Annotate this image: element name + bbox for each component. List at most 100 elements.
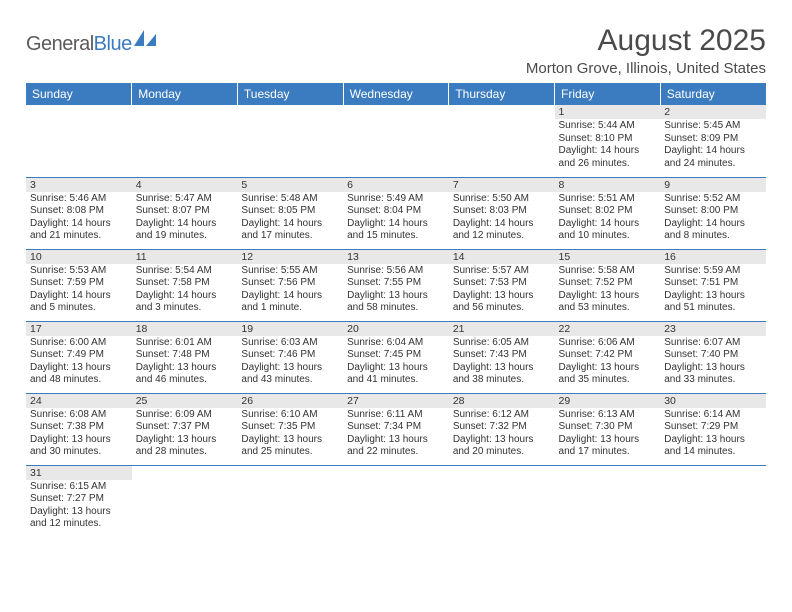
logo-text-blue: Blue <box>94 33 132 56</box>
calendar-cell: 11Sunrise: 5:54 AMSunset: 7:58 PMDayligh… <box>132 249 238 321</box>
day-number: 11 <box>132 250 238 264</box>
day-content: Sunrise: 5:49 AMSunset: 8:04 PMDaylight:… <box>343 192 449 245</box>
day-number: 12 <box>237 250 343 264</box>
day-number: 1 <box>555 105 661 119</box>
calendar-cell <box>237 465 343 537</box>
calendar-cell: 28Sunrise: 6:12 AMSunset: 7:32 PMDayligh… <box>449 393 555 465</box>
calendar-cell: 1Sunrise: 5:44 AMSunset: 8:10 PMDaylight… <box>555 105 661 177</box>
daylight-line: Daylight: 14 hours and 12 minutes. <box>453 218 551 243</box>
daylight-line: Daylight: 13 hours and 56 minutes. <box>453 290 551 315</box>
day-number: 23 <box>660 322 766 336</box>
day-number: 20 <box>343 322 449 336</box>
sunrise-line: Sunrise: 6:10 AM <box>241 409 339 422</box>
day-number: 26 <box>237 394 343 408</box>
day-content: Sunrise: 5:44 AMSunset: 8:10 PMDaylight:… <box>555 119 661 172</box>
calendar-cell <box>555 465 661 537</box>
sunrise-line: Sunrise: 5:50 AM <box>453 193 551 206</box>
day-number: 19 <box>237 322 343 336</box>
sunset-line: Sunset: 7:56 PM <box>241 277 339 290</box>
daylight-line: Daylight: 13 hours and 14 minutes. <box>664 434 762 459</box>
weekday-header: Saturday <box>660 83 766 105</box>
day-content: Sunrise: 6:11 AMSunset: 7:34 PMDaylight:… <box>343 408 449 461</box>
day-content: Sunrise: 5:45 AMSunset: 8:09 PMDaylight:… <box>660 119 766 172</box>
day-number: 4 <box>132 178 238 192</box>
calendar-cell: 22Sunrise: 6:06 AMSunset: 7:42 PMDayligh… <box>555 321 661 393</box>
daylight-line: Daylight: 14 hours and 5 minutes. <box>30 290 128 315</box>
sunset-line: Sunset: 7:52 PM <box>559 277 657 290</box>
day-content: Sunrise: 6:00 AMSunset: 7:49 PMDaylight:… <box>26 336 132 389</box>
sunset-line: Sunset: 7:29 PM <box>664 421 762 434</box>
calendar-cell: 12Sunrise: 5:55 AMSunset: 7:56 PMDayligh… <box>237 249 343 321</box>
daylight-line: Daylight: 14 hours and 3 minutes. <box>136 290 234 315</box>
day-content: Sunrise: 6:07 AMSunset: 7:40 PMDaylight:… <box>660 336 766 389</box>
daylight-line: Daylight: 14 hours and 1 minute. <box>241 290 339 315</box>
calendar-cell: 30Sunrise: 6:14 AMSunset: 7:29 PMDayligh… <box>660 393 766 465</box>
daylight-line: Daylight: 13 hours and 20 minutes. <box>453 434 551 459</box>
sunrise-line: Sunrise: 5:53 AM <box>30 265 128 278</box>
calendar-cell: 5Sunrise: 5:48 AMSunset: 8:05 PMDaylight… <box>237 177 343 249</box>
sunset-line: Sunset: 7:59 PM <box>30 277 128 290</box>
day-content: Sunrise: 6:13 AMSunset: 7:30 PMDaylight:… <box>555 408 661 461</box>
calendar-cell: 8Sunrise: 5:51 AMSunset: 8:02 PMDaylight… <box>555 177 661 249</box>
calendar-cell: 25Sunrise: 6:09 AMSunset: 7:37 PMDayligh… <box>132 393 238 465</box>
sunrise-line: Sunrise: 6:08 AM <box>30 409 128 422</box>
daylight-line: Daylight: 14 hours and 19 minutes. <box>136 218 234 243</box>
day-number: 31 <box>26 466 132 480</box>
daylight-line: Daylight: 13 hours and 41 minutes. <box>347 362 445 387</box>
sunset-line: Sunset: 7:32 PM <box>453 421 551 434</box>
day-content: Sunrise: 5:57 AMSunset: 7:53 PMDaylight:… <box>449 264 555 317</box>
calendar-cell: 23Sunrise: 6:07 AMSunset: 7:40 PMDayligh… <box>660 321 766 393</box>
sunrise-line: Sunrise: 5:56 AM <box>347 265 445 278</box>
day-content: Sunrise: 5:59 AMSunset: 7:51 PMDaylight:… <box>660 264 766 317</box>
calendar-cell: 20Sunrise: 6:04 AMSunset: 7:45 PMDayligh… <box>343 321 449 393</box>
calendar-cell: 10Sunrise: 5:53 AMSunset: 7:59 PMDayligh… <box>26 249 132 321</box>
day-number: 24 <box>26 394 132 408</box>
calendar-cell <box>343 105 449 177</box>
calendar-cell: 27Sunrise: 6:11 AMSunset: 7:34 PMDayligh… <box>343 393 449 465</box>
daylight-line: Daylight: 13 hours and 17 minutes. <box>559 434 657 459</box>
sunrise-line: Sunrise: 5:54 AM <box>136 265 234 278</box>
day-number: 14 <box>449 250 555 264</box>
day-content: Sunrise: 5:50 AMSunset: 8:03 PMDaylight:… <box>449 192 555 245</box>
day-number: 22 <box>555 322 661 336</box>
day-number: 17 <box>26 322 132 336</box>
sunset-line: Sunset: 7:55 PM <box>347 277 445 290</box>
calendar-cell: 29Sunrise: 6:13 AMSunset: 7:30 PMDayligh… <box>555 393 661 465</box>
daylight-line: Daylight: 13 hours and 25 minutes. <box>241 434 339 459</box>
sunset-line: Sunset: 8:09 PM <box>664 133 762 146</box>
day-content: Sunrise: 5:55 AMSunset: 7:56 PMDaylight:… <box>237 264 343 317</box>
calendar-body: 1Sunrise: 5:44 AMSunset: 8:10 PMDaylight… <box>26 105 766 537</box>
sunrise-line: Sunrise: 6:00 AM <box>30 337 128 350</box>
day-number: 30 <box>660 394 766 408</box>
sunrise-line: Sunrise: 5:52 AM <box>664 193 762 206</box>
sunrise-line: Sunrise: 5:47 AM <box>136 193 234 206</box>
sunset-line: Sunset: 8:05 PM <box>241 205 339 218</box>
sunset-line: Sunset: 7:43 PM <box>453 349 551 362</box>
weekday-header: Tuesday <box>237 83 343 105</box>
day-content: Sunrise: 5:46 AMSunset: 8:08 PMDaylight:… <box>26 192 132 245</box>
sunset-line: Sunset: 8:10 PM <box>559 133 657 146</box>
calendar-cell: 7Sunrise: 5:50 AMSunset: 8:03 PMDaylight… <box>449 177 555 249</box>
day-content: Sunrise: 5:53 AMSunset: 7:59 PMDaylight:… <box>26 264 132 317</box>
calendar-cell: 2Sunrise: 5:45 AMSunset: 8:09 PMDaylight… <box>660 105 766 177</box>
calendar-cell <box>660 465 766 537</box>
day-content: Sunrise: 6:04 AMSunset: 7:45 PMDaylight:… <box>343 336 449 389</box>
logo-sail-icon <box>134 30 156 51</box>
daylight-line: Daylight: 14 hours and 8 minutes. <box>664 218 762 243</box>
logo-text-general: General <box>26 33 94 56</box>
calendar-cell: 6Sunrise: 5:49 AMSunset: 8:04 PMDaylight… <box>343 177 449 249</box>
sunrise-line: Sunrise: 5:44 AM <box>559 120 657 133</box>
calendar-cell <box>237 105 343 177</box>
day-number: 13 <box>343 250 449 264</box>
sunrise-line: Sunrise: 5:51 AM <box>559 193 657 206</box>
day-number: 3 <box>26 178 132 192</box>
day-content: Sunrise: 5:47 AMSunset: 8:07 PMDaylight:… <box>132 192 238 245</box>
daylight-line: Daylight: 13 hours and 58 minutes. <box>347 290 445 315</box>
day-number: 29 <box>555 394 661 408</box>
day-number: 2 <box>660 105 766 119</box>
sunrise-line: Sunrise: 6:01 AM <box>136 337 234 350</box>
daylight-line: Daylight: 13 hours and 38 minutes. <box>453 362 551 387</box>
daylight-line: Daylight: 13 hours and 22 minutes. <box>347 434 445 459</box>
weekday-header: Friday <box>555 83 661 105</box>
calendar-cell: 21Sunrise: 6:05 AMSunset: 7:43 PMDayligh… <box>449 321 555 393</box>
